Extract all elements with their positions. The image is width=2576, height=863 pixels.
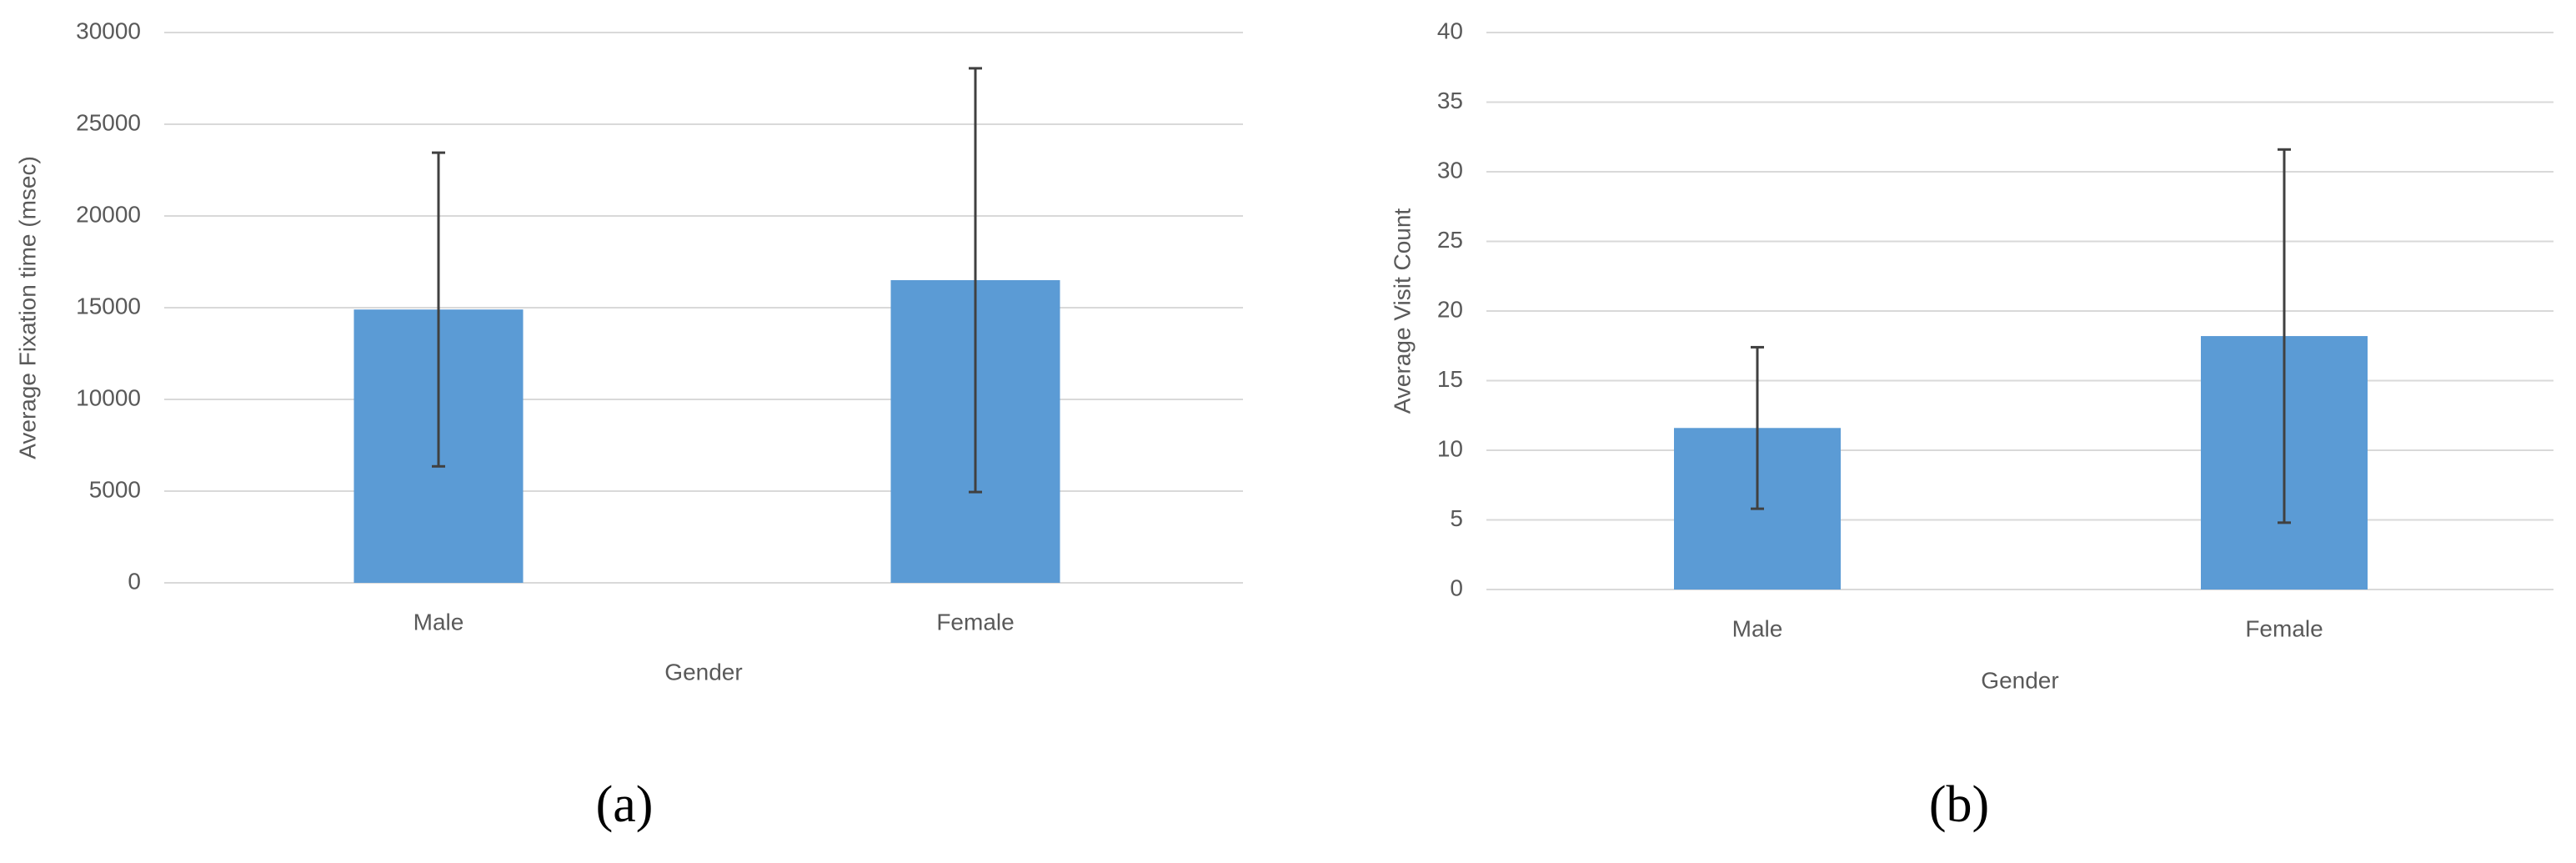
y-tick-label: 20 [1437, 296, 1463, 322]
y-axis-label: Average Fixation time (msec) [14, 156, 40, 459]
y-tick-label: 10 [1437, 435, 1463, 461]
y-tick-label: 5000 [89, 476, 141, 502]
y-tick-label: 5 [1450, 505, 1463, 531]
caption: (a) [596, 776, 654, 833]
y-tick-label: 35 [1437, 88, 1463, 113]
y-tick-label: 0 [1450, 574, 1463, 600]
error-bar [2278, 148, 2291, 524]
error-bar [432, 151, 445, 468]
y-axis-label: Average Visit Count [1389, 208, 1415, 414]
x-axis-label: Gender [1981, 667, 2058, 693]
y-tick-label: 40 [1437, 18, 1463, 43]
y-tick-label: 30000 [76, 18, 141, 43]
y-tick-label: 20000 [76, 201, 141, 227]
caption: (b) [1929, 776, 1989, 833]
y-tick-label: 0 [128, 568, 141, 594]
error-bar [1751, 345, 1764, 510]
y-tick-label: 15000 [76, 293, 141, 319]
x-tick-label: Male [1732, 615, 1783, 641]
y-tick-label: 30 [1437, 157, 1463, 183]
x-axis-label: Gender [664, 659, 742, 685]
error-bar [969, 67, 982, 494]
x-tick-label: Female [936, 609, 1014, 635]
x-tick-label: Female [2245, 615, 2323, 641]
y-tick-label: 25 [1437, 227, 1463, 253]
y-tick-label: 25000 [76, 109, 141, 135]
x-tick-label: Male [413, 609, 464, 635]
y-tick-label: 15 [1437, 366, 1463, 392]
y-tick-label: 10000 [76, 384, 141, 410]
